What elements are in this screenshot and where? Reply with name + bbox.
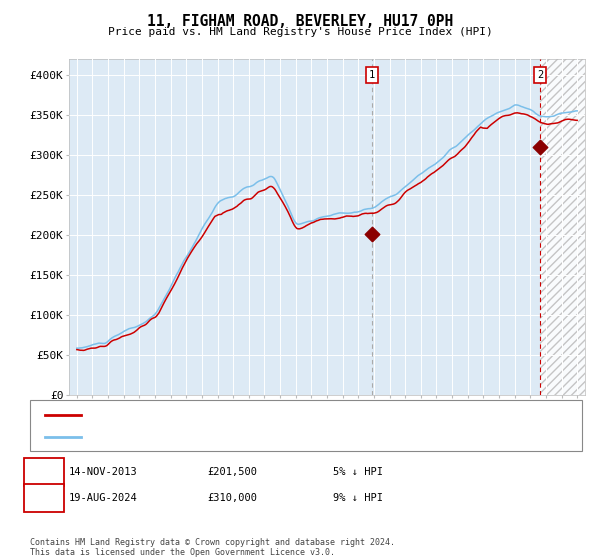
Text: 9% ↓ HPI: 9% ↓ HPI [333,493,383,503]
Text: 1: 1 [41,466,47,477]
Text: 11, FIGHAM ROAD, BEVERLEY, HU17 0PH (detached house): 11, FIGHAM ROAD, BEVERLEY, HU17 0PH (det… [90,409,402,419]
Text: Contains HM Land Registry data © Crown copyright and database right 2024.
This d: Contains HM Land Registry data © Crown c… [30,538,395,557]
Point [367,229,377,238]
Bar [540,59,585,395]
Text: 14-NOV-2013: 14-NOV-2013 [69,466,138,477]
Text: 11, FIGHAM ROAD, BEVERLEY, HU17 0PH: 11, FIGHAM ROAD, BEVERLEY, HU17 0PH [147,14,453,29]
Text: Price paid vs. HM Land Registry's House Price Index (HPI): Price paid vs. HM Land Registry's House … [107,27,493,37]
Text: 2: 2 [537,70,543,80]
Text: £201,500: £201,500 [207,466,257,477]
Text: 19-AUG-2024: 19-AUG-2024 [69,493,138,503]
Text: 1: 1 [369,70,375,80]
Text: HPI: Average price, detached house, East Riding of Yorkshire: HPI: Average price, detached house, East… [90,432,450,442]
Text: 2: 2 [41,493,47,503]
Text: 5% ↓ HPI: 5% ↓ HPI [333,466,383,477]
Point [535,142,545,151]
Text: £310,000: £310,000 [207,493,257,503]
